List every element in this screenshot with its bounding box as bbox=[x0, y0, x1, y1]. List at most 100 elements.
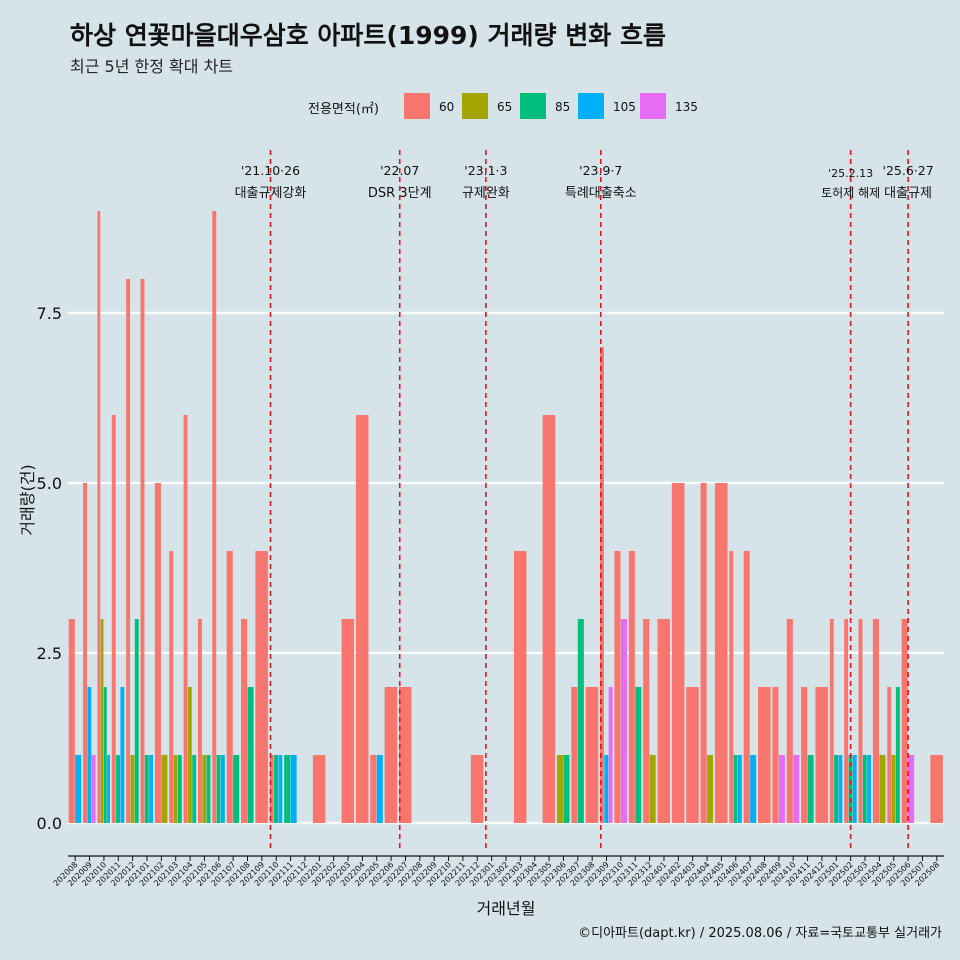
bar-202105-60 bbox=[197, 619, 202, 823]
bar-202406-85 bbox=[733, 755, 738, 823]
bar-202108-60 bbox=[241, 619, 248, 823]
bar-202105-65 bbox=[202, 755, 207, 823]
x-axis-title: 거래년월 bbox=[477, 899, 536, 918]
bar-202312-65 bbox=[649, 755, 656, 823]
bar-202101-85 bbox=[144, 755, 149, 823]
bar-202409-135 bbox=[778, 755, 785, 823]
bar-202212-60 bbox=[470, 755, 484, 823]
bar-202206-60 bbox=[384, 687, 398, 823]
bar-202310-60 bbox=[614, 551, 621, 823]
bar-202308-60 bbox=[585, 687, 599, 823]
bar-202504-60 bbox=[872, 619, 879, 823]
bars bbox=[68, 211, 943, 823]
bar-202011-60 bbox=[111, 415, 116, 823]
bar-202502-105 bbox=[852, 755, 857, 823]
bar-202410-135 bbox=[793, 755, 800, 823]
legend-label-85: 85 bbox=[555, 100, 570, 114]
bar-202008-60 bbox=[68, 619, 75, 823]
bar-202306-65 bbox=[556, 755, 564, 823]
bar-202012-85 bbox=[134, 619, 139, 823]
bar-202501-85 bbox=[834, 755, 839, 823]
bar-202111-105 bbox=[290, 755, 297, 823]
legend-title: 전용면적(㎡) bbox=[308, 102, 379, 117]
bar-202104-65 bbox=[187, 687, 192, 823]
bar-202410-60 bbox=[786, 619, 793, 823]
bar-202406-105 bbox=[737, 755, 742, 823]
bar-202309-60 bbox=[600, 347, 604, 823]
bar-202011-85 bbox=[116, 755, 121, 823]
bar-202303-60 bbox=[513, 551, 527, 823]
event-date-4: '25.2.13 bbox=[828, 167, 873, 180]
y-tick-label: 7.5 bbox=[37, 304, 62, 323]
bar-202103-60 bbox=[169, 551, 174, 823]
bar-202205-105 bbox=[376, 755, 383, 823]
legend-swatch-105 bbox=[578, 93, 604, 119]
bar-202306-85 bbox=[563, 755, 570, 823]
bar-202312-60 bbox=[643, 619, 650, 823]
bar-202307-60 bbox=[571, 687, 578, 823]
legend: 전용면적(㎡) 60 65 85 105 135 bbox=[308, 93, 698, 119]
event-label-0: 대출규제강화 bbox=[235, 186, 307, 201]
bar-202009-135 bbox=[91, 755, 96, 823]
bar-202111-85 bbox=[284, 755, 291, 823]
bar-202506-60 bbox=[901, 619, 908, 823]
bar-202504-65 bbox=[879, 755, 886, 823]
bar-202009-105 bbox=[87, 687, 92, 823]
bar-202506-135 bbox=[908, 755, 915, 823]
bar-202411-60 bbox=[801, 687, 808, 823]
bar-202402-60 bbox=[671, 483, 685, 823]
y-tick-label: 0.0 bbox=[37, 814, 62, 833]
event-label-1: DSR 3단계 bbox=[368, 186, 432, 201]
bar-202405-60 bbox=[714, 483, 728, 823]
bar-202307-85 bbox=[577, 619, 584, 823]
bar-202501-60 bbox=[829, 619, 834, 823]
bar-202401-60 bbox=[657, 619, 671, 823]
bar-202207-60 bbox=[399, 687, 412, 823]
bar-202505-85 bbox=[895, 687, 900, 823]
event-label-5: 대출규제 bbox=[884, 186, 932, 201]
bar-202110-85 bbox=[274, 755, 278, 823]
bar-202311-60 bbox=[628, 551, 635, 823]
legend-swatch-60 bbox=[404, 93, 430, 119]
event-date-0: '21.10·26 bbox=[241, 163, 300, 178]
bar-202409-60 bbox=[772, 687, 779, 823]
bar-202407-105 bbox=[750, 755, 757, 823]
bar-202201-60 bbox=[312, 755, 326, 823]
bar-202309-135 bbox=[608, 687, 613, 823]
legend-label-105: 105 bbox=[613, 100, 636, 114]
bar-202203-60 bbox=[341, 619, 355, 823]
y-tick-label: 5.0 bbox=[37, 474, 62, 493]
bar-202404-60 bbox=[700, 483, 707, 823]
bar-202412-60 bbox=[815, 687, 828, 823]
bar-202205-60 bbox=[370, 755, 377, 823]
bar-202508-60 bbox=[930, 755, 943, 823]
bar-202310-135 bbox=[620, 619, 627, 823]
bar-202012-60 bbox=[126, 279, 131, 823]
x-axis: 2020082020092020102020112020122021012021… bbox=[52, 855, 944, 918]
event-date-1: '22.07 bbox=[380, 163, 419, 178]
bar-202103-65 bbox=[173, 755, 178, 823]
bar-202008-105 bbox=[75, 755, 82, 823]
bar-202408-60 bbox=[758, 687, 771, 823]
bar-202505-60 bbox=[887, 687, 892, 823]
bar-202106-60 bbox=[212, 211, 217, 823]
event-date-2: '23.1·3 bbox=[464, 163, 507, 178]
event-label-3: 특례대출축소 bbox=[565, 186, 637, 201]
bar-202305-60 bbox=[542, 415, 556, 823]
bar-202107-85 bbox=[233, 755, 240, 823]
bar-202103-85 bbox=[177, 755, 182, 823]
bar-202503-60 bbox=[858, 619, 863, 823]
bar-202108-85 bbox=[247, 687, 254, 823]
bar-202106-105 bbox=[220, 755, 225, 823]
event-label-2: 규제완화 bbox=[462, 186, 510, 201]
bar-202502-60 bbox=[844, 619, 849, 823]
bar-202411-85 bbox=[807, 755, 814, 823]
bar-202010-65 bbox=[100, 619, 104, 823]
bar-202102-65 bbox=[161, 755, 168, 823]
bar-202503-85 bbox=[862, 755, 867, 823]
bar-202403-60 bbox=[686, 687, 699, 823]
bar-202102-60 bbox=[154, 483, 161, 823]
bar-202505-65 bbox=[891, 755, 896, 823]
bar-202110-60 bbox=[269, 755, 274, 823]
